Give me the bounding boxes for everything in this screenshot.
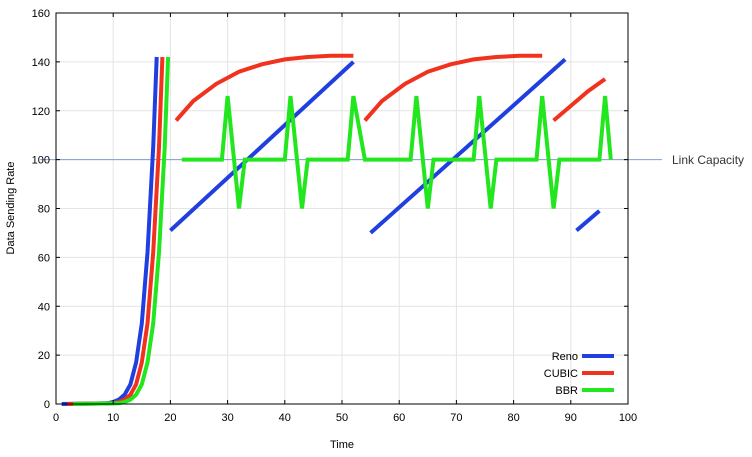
legend: Reno CUBIC BBR — [544, 351, 614, 397]
x-tick-label: 20 — [164, 412, 176, 424]
series-line-reno — [575, 209, 601, 233]
y-axis-title: Data Sending Rate — [5, 162, 17, 255]
series-line-cubic — [174, 53, 354, 122]
x-tick-label: 0 — [53, 412, 59, 424]
x-tick-label: 30 — [221, 412, 233, 424]
x-tick-label: 60 — [393, 412, 405, 424]
x-axis-title: Time — [330, 439, 354, 451]
y-tick-label: 120 — [32, 106, 50, 118]
x-tick-label: 100 — [619, 412, 637, 424]
series-line-cubic — [552, 77, 607, 123]
x-tick-label: 80 — [507, 412, 519, 424]
y-tick-label: 140 — [32, 57, 50, 69]
x-tick-label: 70 — [450, 412, 462, 424]
y-tick-label: 20 — [38, 350, 50, 362]
x-tick-label: 50 — [336, 412, 348, 424]
legend-label-cubic: CUBIC — [544, 368, 578, 380]
y-tick-label: 40 — [38, 301, 50, 313]
series-line-cubic — [363, 53, 543, 122]
legend-label-bbr: BBR — [555, 385, 578, 397]
series-group — [61, 53, 613, 406]
link-capacity-label: Link Capacity — [672, 153, 744, 167]
series-line-reno — [369, 57, 567, 235]
x-tick-label: 40 — [279, 412, 291, 424]
series-line-bbr — [181, 95, 613, 209]
series-line-bbr — [73, 56, 171, 406]
y-tick-label: 60 — [38, 252, 50, 264]
x-tick-label: 10 — [107, 412, 119, 424]
y-tick-label: 160 — [32, 8, 50, 20]
x-tick-label: 90 — [565, 412, 577, 424]
y-axis-ticks: 0 20 40 60 80 100 120 140 160 — [32, 8, 628, 411]
x-axis-ticks: 0 10 20 30 40 50 60 70 80 90 100 — [53, 13, 637, 424]
y-tick-label: 0 — [44, 399, 50, 411]
series-line-reno — [169, 60, 355, 232]
y-tick-label: 80 — [38, 204, 50, 216]
y-tick-label: 100 — [32, 155, 50, 167]
legend-label-reno: Reno — [552, 351, 578, 363]
